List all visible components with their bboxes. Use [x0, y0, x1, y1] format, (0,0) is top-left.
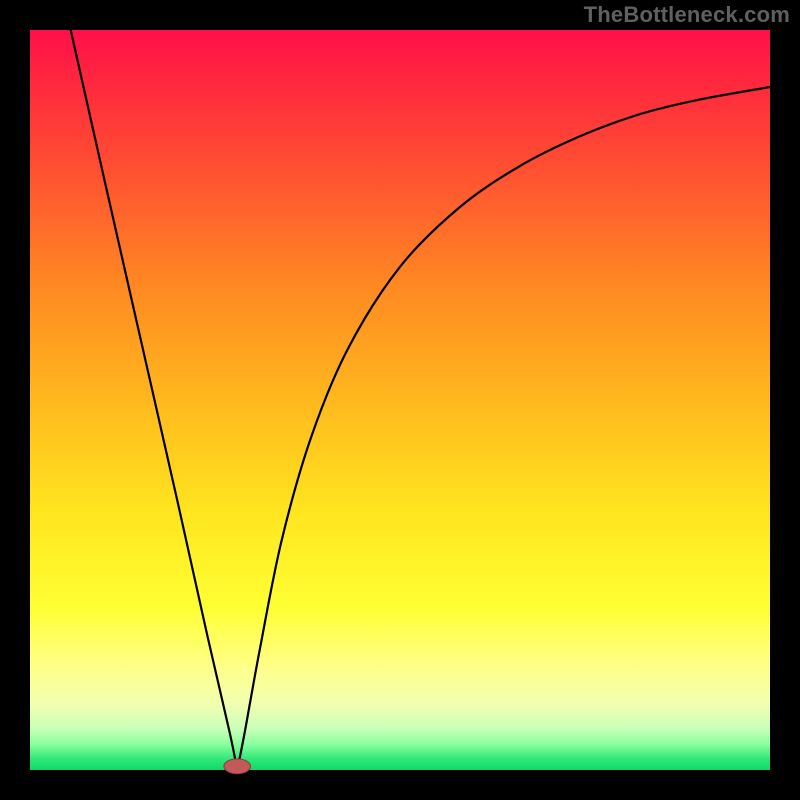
optimum-marker — [224, 759, 251, 774]
gradient-background — [30, 30, 770, 770]
chart-container: { "watermark": { "text": "TheBottleneck.… — [0, 0, 800, 800]
watermark-text: TheBottleneck.com — [584, 2, 790, 28]
bottleneck-chart — [0, 0, 800, 800]
